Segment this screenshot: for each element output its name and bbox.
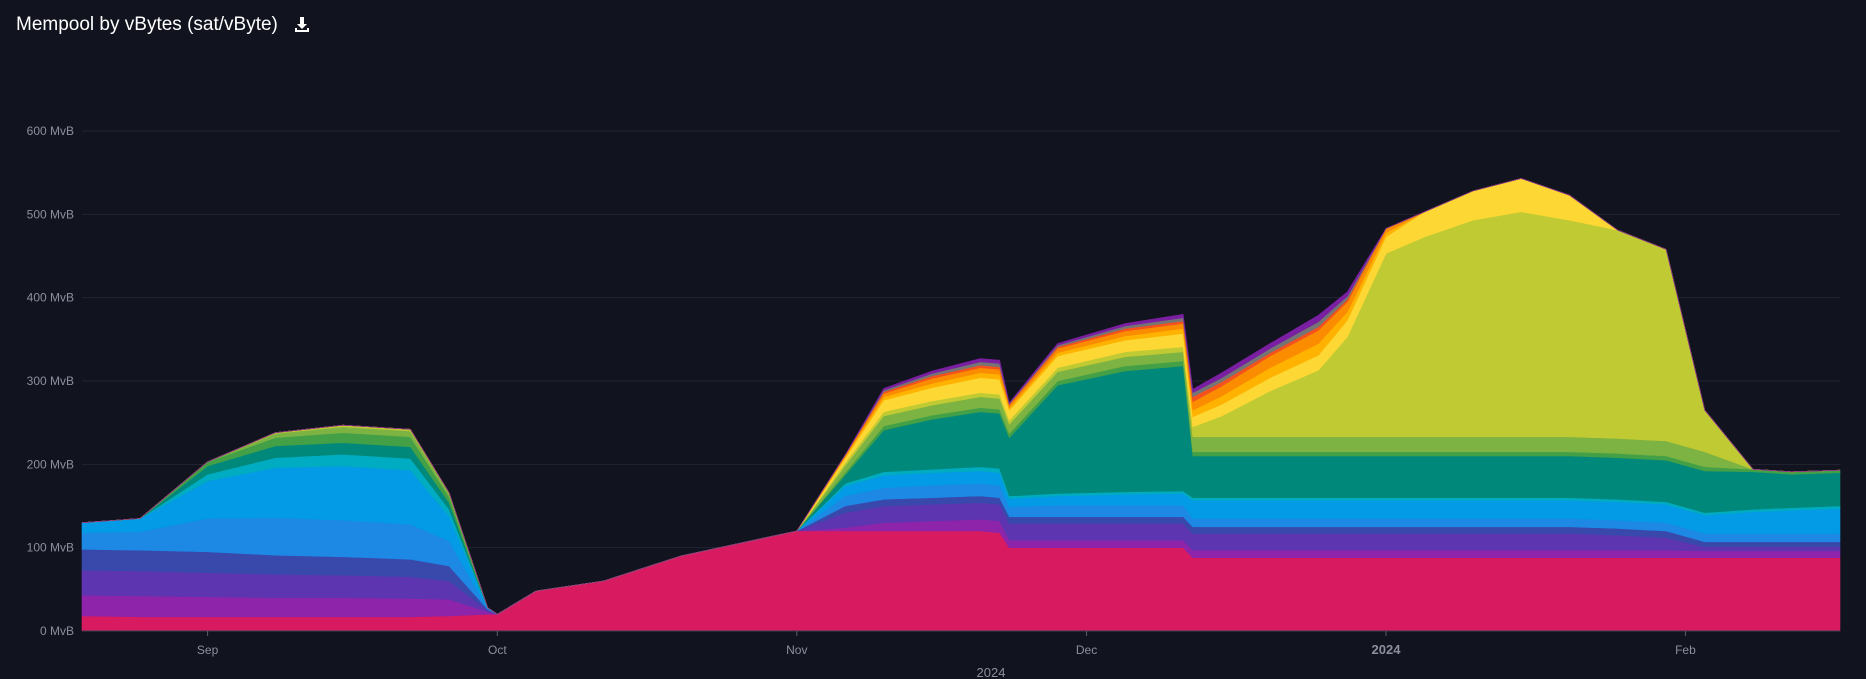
series-area-16[interactable] [81, 178, 1841, 615]
y-tick-label: 400 MvB [27, 291, 74, 305]
x-tick-label: Feb [1675, 643, 1696, 657]
y-tick-label: 300 MvB [27, 374, 74, 388]
stacked-areas [81, 178, 1841, 632]
chart-title: Mempool by vBytes (sat/vByte) [16, 14, 278, 35]
y-tick-label: 0 MvB [40, 624, 74, 638]
y-axis: 0 MvB 100 MvB 200 MvB 300 MvB 400 MvB 500 MvB… [27, 124, 74, 638]
y-tick-label: 600 MvB [27, 124, 74, 138]
chart-header: Mempool by vBytes (sat/vByte) [16, 14, 312, 36]
x-axis: Sep Oct Nov Dec 2024 Feb [82, 630, 1840, 657]
x-tick-label: Dec [1076, 643, 1097, 657]
x-axis-label: 2024 [977, 665, 1006, 679]
x-tick-label: 2024 [1372, 642, 1402, 657]
x-tick-label: Sep [197, 643, 219, 657]
y-tick-label: 200 MvB [27, 457, 74, 471]
y-tick-label: 100 MvB [27, 541, 74, 555]
x-tick-label: Nov [786, 643, 807, 657]
x-tick-label: Oct [488, 643, 507, 657]
download-icon[interactable] [292, 15, 312, 35]
y-tick-label: 500 MvB [27, 207, 74, 221]
